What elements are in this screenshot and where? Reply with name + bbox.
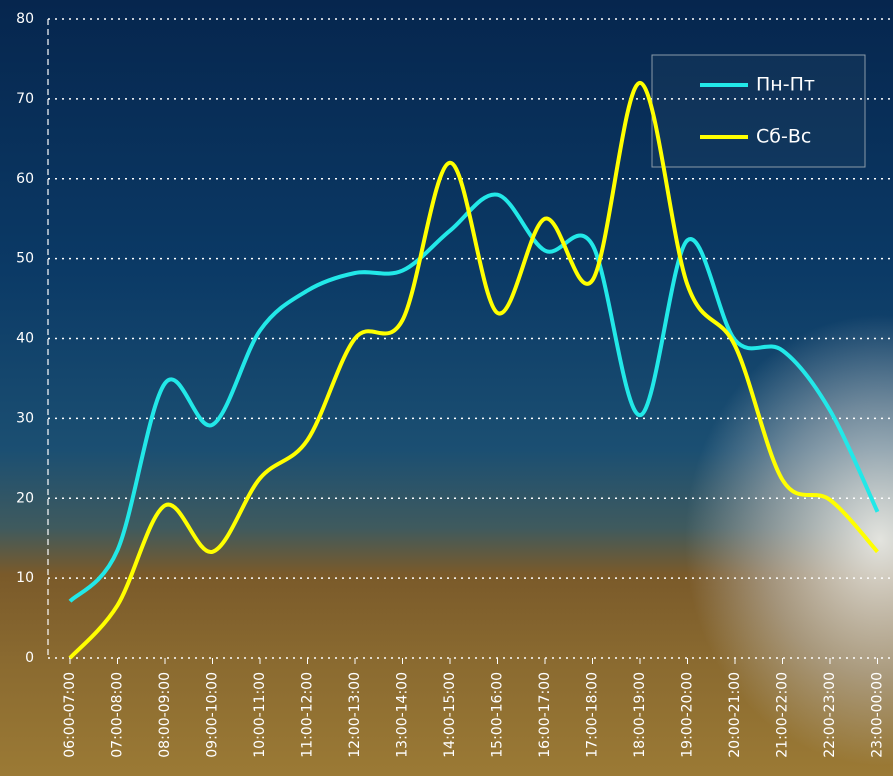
y-tick-label: 60 <box>16 171 34 187</box>
series-line <box>68 192 880 603</box>
x-tick-label: 21:00-22:00 <box>775 672 791 758</box>
x-tick-label: 22:00-23:00 <box>822 672 838 758</box>
x-tick-label: 17:00-18:00 <box>585 672 601 758</box>
y-tick-label: 40 <box>16 331 34 347</box>
y-tick-label: 30 <box>16 410 34 426</box>
y-tick-label: 80 <box>16 11 34 27</box>
y-tick-label: 50 <box>16 251 34 267</box>
x-tick-label: 19:00-20:00 <box>680 672 696 758</box>
x-tick-label: 14:00-15:00 <box>442 672 458 758</box>
x-tick-label: 09:00-10:00 <box>205 672 221 758</box>
x-tick-label: 20:00-21:00 <box>727 672 743 758</box>
x-tick-label: 16:00-17:00 <box>537 672 553 758</box>
x-tick-label: 13:00-14:00 <box>395 672 411 758</box>
x-tick-label: 07:00-08:00 <box>110 672 126 758</box>
x-tick-label: 23:00-00:00 <box>870 672 886 758</box>
x-tick-label: 15:00-16:00 <box>490 672 506 758</box>
legend-label: Пн-Пт <box>756 74 815 96</box>
y-tick-label: 70 <box>16 91 34 107</box>
y-tick-label: 10 <box>16 570 34 586</box>
x-tick-label: 08:00-09:00 <box>157 672 173 758</box>
y-tick-label: 20 <box>16 490 34 506</box>
x-tick-label: 11:00-12:00 <box>300 672 316 758</box>
x-tick-label: 12:00-13:00 <box>347 672 363 758</box>
legend-box <box>651 54 866 168</box>
legend-label: Сб-Вс <box>756 126 811 148</box>
x-tick-label: 06:00-07:00 <box>62 672 78 758</box>
x-tick-label: 10:00-11:00 <box>252 672 268 758</box>
series-line <box>68 80 879 660</box>
y-tick-label: 0 <box>25 650 34 666</box>
x-tick-label: 18:00-19:00 <box>632 672 648 758</box>
